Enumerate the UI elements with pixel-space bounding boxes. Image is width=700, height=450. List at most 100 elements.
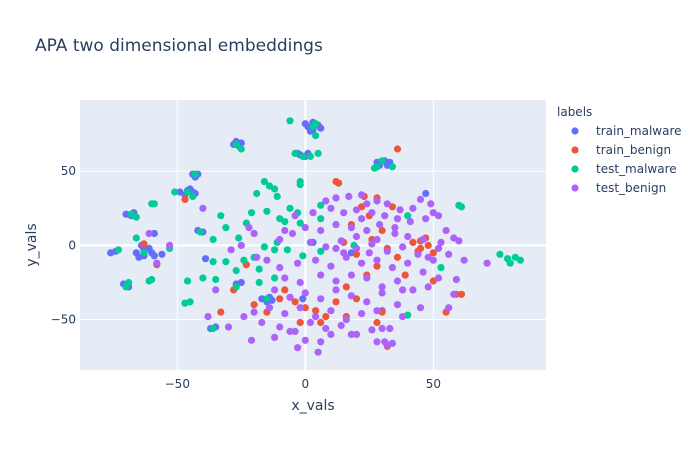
data-point-test_malware[interactable]	[271, 246, 279, 254]
data-point-train_malware[interactable]	[135, 253, 143, 261]
data-point-test_malware[interactable]	[255, 278, 263, 287]
data-point-test_benign[interactable]	[332, 286, 340, 294]
data-point-train_benign[interactable]	[401, 271, 409, 279]
data-point-test_benign[interactable]	[376, 221, 384, 229]
data-point-test_benign[interactable]	[199, 204, 207, 212]
data-point-test_benign[interactable]	[240, 313, 248, 321]
data-point-train_benign[interactable]	[140, 240, 148, 248]
data-point-test_malware[interactable]	[235, 234, 243, 242]
data-point-train_benign[interactable]	[291, 298, 299, 306]
data-point-test_malware[interactable]	[237, 145, 245, 153]
data-point-train_benign[interactable]	[342, 283, 350, 291]
data-point-test_malware[interactable]	[388, 163, 396, 171]
data-point-test_benign[interactable]	[263, 256, 271, 264]
data-point-train_benign[interactable]	[335, 179, 343, 187]
data-point-test_benign[interactable]	[253, 253, 261, 261]
data-point-test_benign[interactable]	[368, 326, 376, 334]
data-point-test_malware[interactable]	[296, 219, 304, 227]
data-point-test_malware[interactable]	[404, 212, 412, 220]
data-point-test_benign[interactable]	[409, 204, 417, 212]
data-point-test_malware[interactable]	[148, 275, 156, 284]
data-point-test_benign[interactable]	[358, 310, 366, 318]
data-point-test_benign[interactable]	[281, 310, 289, 318]
data-point-test_malware[interactable]	[209, 235, 217, 244]
data-point-test_benign[interactable]	[414, 250, 422, 258]
data-point-test_benign[interactable]	[327, 307, 335, 315]
data-point-test_benign[interactable]	[276, 264, 284, 272]
data-point-test_benign[interactable]	[396, 206, 404, 214]
data-point-train_benign[interactable]	[181, 195, 189, 203]
data-point-test_benign[interactable]	[378, 289, 386, 297]
data-point-test_malware[interactable]	[273, 192, 281, 200]
data-point-test_benign[interactable]	[204, 313, 212, 321]
data-point-test_benign[interactable]	[281, 226, 289, 235]
data-point-test_benign[interactable]	[296, 304, 304, 312]
data-point-test_benign[interactable]	[363, 274, 371, 282]
data-point-test_benign[interactable]	[212, 286, 220, 294]
data-point-test_malware[interactable]	[263, 295, 271, 303]
data-point-train_malware[interactable]	[422, 189, 430, 198]
data-point-test_benign[interactable]	[442, 226, 450, 235]
data-point-test_benign[interactable]	[429, 209, 437, 217]
data-point-train_malware[interactable]	[145, 244, 153, 252]
data-point-test_benign[interactable]	[352, 206, 361, 214]
data-point-test_benign[interactable]	[271, 333, 279, 341]
data-point-train_benign[interactable]	[373, 318, 381, 327]
data-point-test_benign[interactable]	[322, 324, 330, 333]
data-point-train_benign[interactable]	[457, 290, 466, 298]
data-point-test_benign[interactable]	[424, 253, 432, 261]
data-point-test_benign[interactable]	[373, 235, 381, 244]
data-point-train_benign[interactable]	[373, 262, 381, 270]
data-point-test_malware[interactable]	[240, 256, 248, 264]
data-point-test_benign[interactable]	[358, 259, 366, 267]
data-point-test_benign[interactable]	[399, 313, 407, 321]
data-point-test_benign[interactable]	[381, 338, 389, 346]
data-point-test_benign[interactable]	[291, 327, 299, 335]
data-point-test_benign[interactable]	[166, 241, 174, 249]
plot-area[interactable]	[80, 100, 546, 370]
data-point-test_benign[interactable]	[332, 277, 340, 285]
data-point-test_benign[interactable]	[250, 229, 258, 238]
data-point-test_benign[interactable]	[296, 278, 304, 287]
data-point-train_benign[interactable]	[250, 301, 258, 309]
data-point-test_benign[interactable]	[363, 200, 371, 208]
data-point-train_benign[interactable]	[332, 298, 340, 306]
data-point-test_benign[interactable]	[153, 259, 161, 267]
data-point-test_benign[interactable]	[265, 304, 274, 312]
legend-item-test_malware[interactable]: test_malware	[571, 162, 677, 176]
data-point-test_benign[interactable]	[358, 215, 366, 223]
data-point-train_benign[interactable]	[312, 307, 320, 315]
data-point-test_benign[interactable]	[393, 277, 402, 285]
data-point-train_benign[interactable]	[276, 295, 284, 303]
data-point-test_malware[interactable]	[253, 189, 261, 198]
data-point-train_benign[interactable]	[393, 253, 402, 261]
data-point-test_benign[interactable]	[345, 192, 353, 200]
data-point-test_benign[interactable]	[294, 344, 302, 352]
data-point-test_malware[interactable]	[314, 149, 322, 157]
data-point-test_benign[interactable]	[340, 209, 348, 217]
data-point-test_malware[interactable]	[196, 228, 204, 236]
data-point-test_malware[interactable]	[255, 265, 263, 273]
data-point-test_benign[interactable]	[368, 240, 376, 248]
data-point-test_benign[interactable]	[347, 292, 355, 300]
legend-item-test_benign[interactable]: test_benign	[571, 181, 666, 195]
data-point-test_benign[interactable]	[276, 235, 284, 244]
data-point-test_malware[interactable]	[247, 209, 256, 217]
data-point-test_benign[interactable]	[145, 229, 153, 238]
data-point-test_benign[interactable]	[306, 238, 314, 246]
data-point-test_benign[interactable]	[276, 323, 284, 331]
data-point-test_benign[interactable]	[352, 232, 361, 241]
data-point-test_malware[interactable]	[263, 207, 271, 215]
data-point-test_malware[interactable]	[299, 252, 307, 260]
data-point-test_malware[interactable]	[140, 249, 148, 257]
data-point-test_malware[interactable]	[209, 258, 217, 266]
data-point-test_benign[interactable]	[312, 313, 320, 321]
data-point-test_benign[interactable]	[373, 256, 381, 264]
data-point-test_benign[interactable]	[406, 218, 414, 226]
data-point-test_benign[interactable]	[358, 191, 366, 199]
data-point-test_benign[interactable]	[340, 249, 348, 257]
data-point-test_benign[interactable]	[378, 283, 386, 291]
data-point-test_benign[interactable]	[347, 271, 355, 279]
data-point-test_benign[interactable]	[332, 244, 340, 252]
data-point-test_benign[interactable]	[291, 212, 299, 220]
